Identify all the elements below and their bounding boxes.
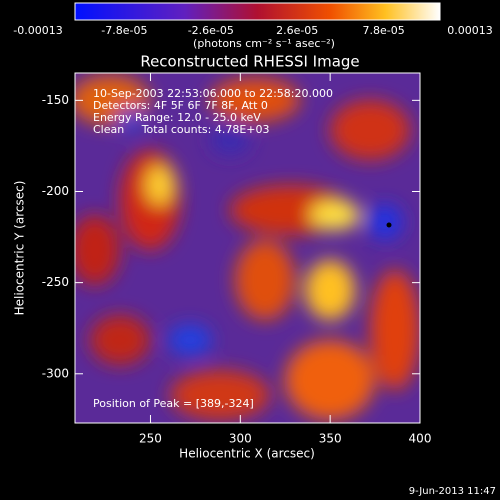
chart-title: Reconstructed RHESSI Image [140,53,359,71]
colorbar-tick-label: -0.00013 [13,24,62,37]
plot-frame [74,72,421,424]
y-tick-label: -150 [42,93,69,107]
annotation: Energy Range: 12.0 - 25.0 keV [93,111,261,124]
x-axis-label: Heliocentric X (arcsec) [179,447,315,461]
annotation: Position of Peak = [389,-324] [93,397,254,410]
colorbar-tick-label: 2.6e-05 [276,24,318,37]
x-tick-label: 300 [229,432,252,446]
colorbar-tick-label: -2.6e-05 [188,24,234,37]
x-tick-label: 400 [409,432,432,446]
footer-timestamp: 9-Jun-2013 11:47 [409,486,496,497]
x-tick-label: 350 [319,432,342,446]
y-tick-label: -300 [42,366,69,380]
annotation: Detectors: 4F 5F 6F 7F 8F, Att 0 [93,99,268,112]
colorbar [74,2,441,21]
annotation: 10-Sep-2003 22:53:06.000 to 22:58:20.000 [93,87,333,100]
colorbar-tick-label: -7.8e-05 [101,24,147,37]
annotation: Clean Total counts: 4.78E+03 [93,123,270,136]
y-tick-label: -250 [42,275,69,289]
colorbar-tick-label: 7.8e-05 [362,24,404,37]
colorbar-label: (photons cm⁻² s⁻¹ asec⁻²) [193,37,335,50]
y-axis-label: Heliocentric Y (arcsec) [13,181,27,316]
heatmap-image [75,73,420,423]
x-tick-label: 250 [139,432,162,446]
colorbar-tick-label: 0.00013 [447,24,493,37]
y-tick-label: -200 [42,184,69,198]
